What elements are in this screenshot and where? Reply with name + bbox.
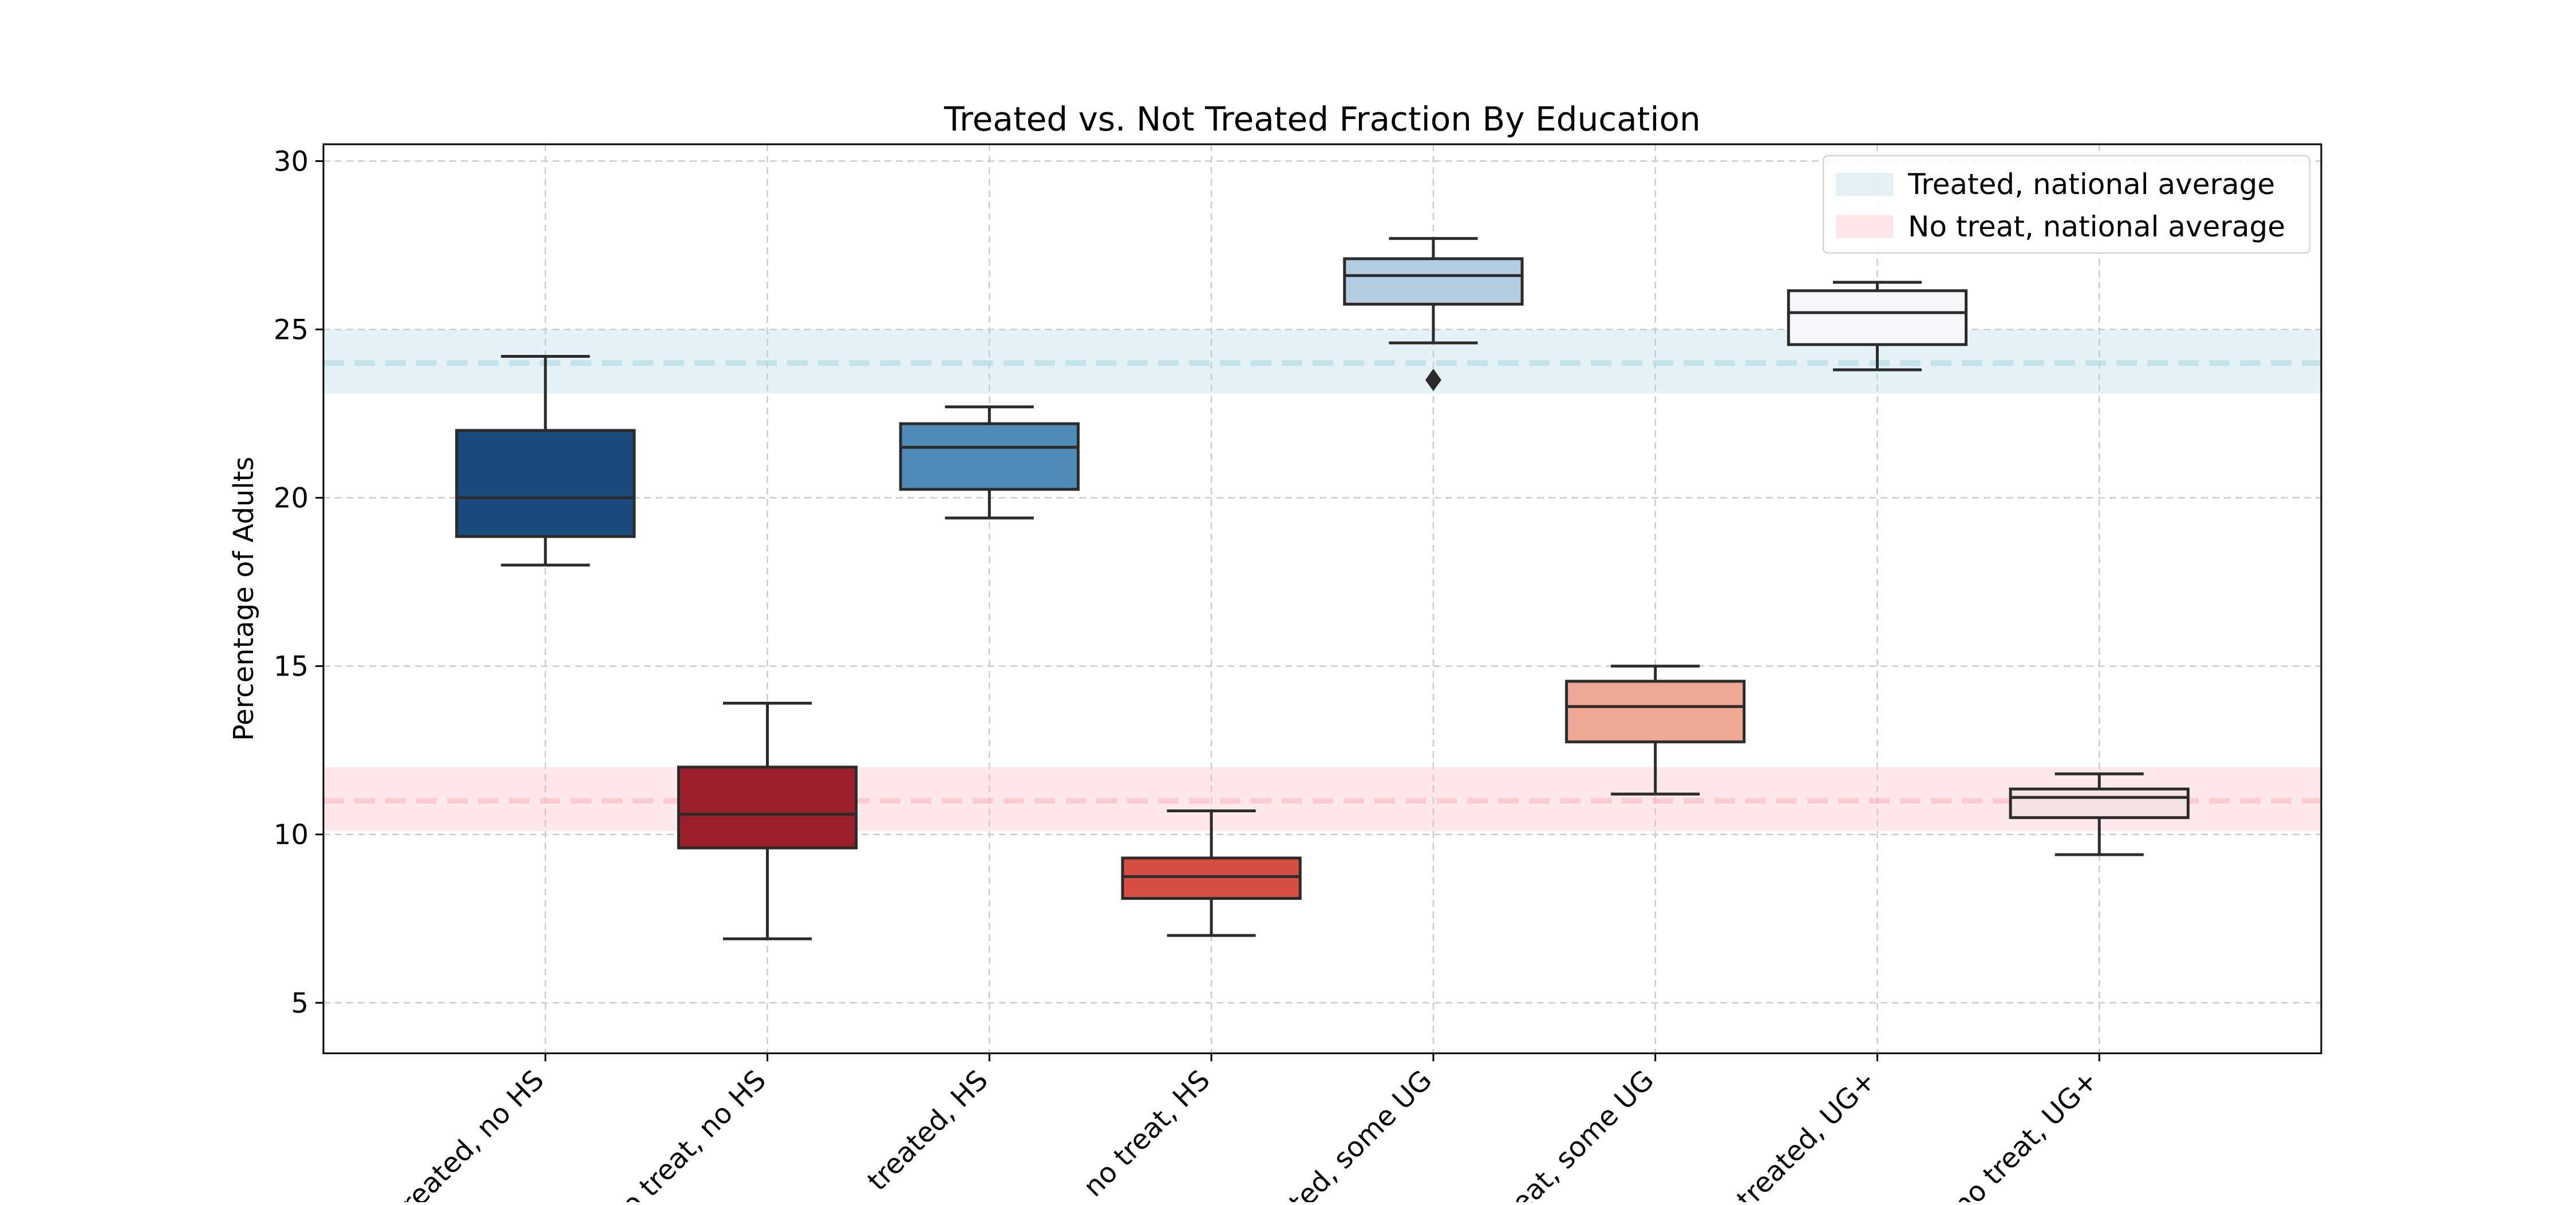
box-5 — [1343, 237, 1524, 392]
y-axis-label: Percentage of Adults — [228, 457, 260, 741]
legend-swatch — [1836, 173, 1893, 196]
box-7 — [1787, 280, 1968, 372]
box-body — [455, 429, 636, 538]
legend-entry: Treated, national average — [1907, 168, 2275, 201]
legend-swatch — [1836, 215, 1893, 238]
y-tick-label: 5 — [291, 987, 309, 1020]
box-1 — [455, 355, 636, 567]
reference-bands — [323, 329, 2321, 831]
legend-entry: No treat, national average — [1908, 210, 2285, 243]
box-series — [455, 237, 2190, 941]
box-3 — [899, 405, 1080, 520]
chart-title: Treated vs. Not Treated Fraction By Educ… — [943, 100, 1700, 139]
box-body — [899, 422, 1080, 491]
box-6 — [1565, 665, 1746, 796]
box-4 — [1121, 809, 1302, 937]
box-body — [1121, 856, 1302, 900]
y-tick-label: 20 — [274, 483, 309, 515]
legend-frame — [1822, 155, 2311, 254]
box-body — [2009, 787, 2190, 819]
box-2 — [677, 701, 858, 941]
y-tick-label: 30 — [274, 145, 309, 177]
outlier-point — [1425, 369, 1441, 392]
y-tick-label: 10 — [274, 819, 309, 851]
y-tick-label: 25 — [274, 314, 309, 346]
box-body — [1343, 257, 1524, 306]
legend: Treated, national average No treat, natio… — [1822, 155, 2311, 254]
box-body — [1787, 289, 1968, 346]
y-tick-label: 15 — [274, 651, 309, 683]
box-8 — [2009, 772, 2190, 856]
box-body — [677, 765, 858, 850]
plot-frame — [322, 143, 2322, 1054]
box-body — [1565, 679, 1746, 744]
